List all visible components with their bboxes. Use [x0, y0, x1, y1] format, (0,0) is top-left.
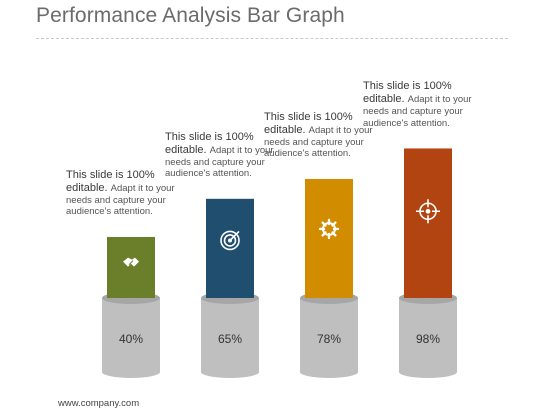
pedestal-body: [399, 298, 457, 372]
footer-url: www.company.com: [58, 398, 140, 409]
callout-text-2: This slide is 100% editable. Adapt it to…: [165, 131, 293, 180]
pedestal-cylinder: [201, 292, 259, 378]
callout-text-3: This slide is 100% editable. Adapt it to…: [264, 111, 392, 160]
value-label: 98%: [416, 332, 440, 346]
callout-body: Adapt it to your needs and capture your …: [66, 182, 175, 218]
slide-title: Performance Analysis Bar Graph: [36, 4, 345, 27]
callout-lead: This slide is 100% editable.: [66, 168, 155, 194]
pedestal-body: [300, 298, 358, 372]
callout-text-4: This slide is 100% editable. Adapt it to…: [363, 80, 491, 129]
callout-body: Adapt it to your needs and capture your …: [363, 94, 472, 129]
bar-2: [206, 198, 254, 298]
pedestal-base: [201, 366, 259, 378]
callout-body: Adapt it to your needs and capture your …: [264, 124, 373, 160]
pedestal-base: [300, 366, 358, 378]
title-divider: [36, 38, 508, 39]
pedestal-cylinder: [300, 292, 358, 378]
gear-icon: [318, 218, 340, 240]
bar-1: [107, 236, 155, 298]
callout-lead: This slide is 100% editable.: [264, 110, 353, 136]
crosshair-icon: [416, 199, 440, 224]
pedestal-base: [102, 366, 160, 378]
handshake-icon: [123, 257, 139, 267]
callout-lead: This slide is 100% editable.: [165, 130, 254, 156]
target-icon: [220, 230, 240, 251]
value-label: 65%: [218, 332, 242, 346]
callout-lead: This slide is 100% editable.: [363, 80, 452, 106]
value-label: 40%: [119, 332, 143, 346]
callout-text-1: This slide is 100% editable. Adapt it to…: [66, 169, 194, 218]
pedestal-body: [201, 298, 259, 372]
pedestal-base: [399, 366, 457, 378]
value-label: 78%: [317, 332, 341, 346]
callout-body: Adapt it to your needs and capture your …: [165, 144, 274, 180]
pedestal-body: [102, 298, 160, 372]
pedestal-cylinder: [102, 292, 160, 378]
